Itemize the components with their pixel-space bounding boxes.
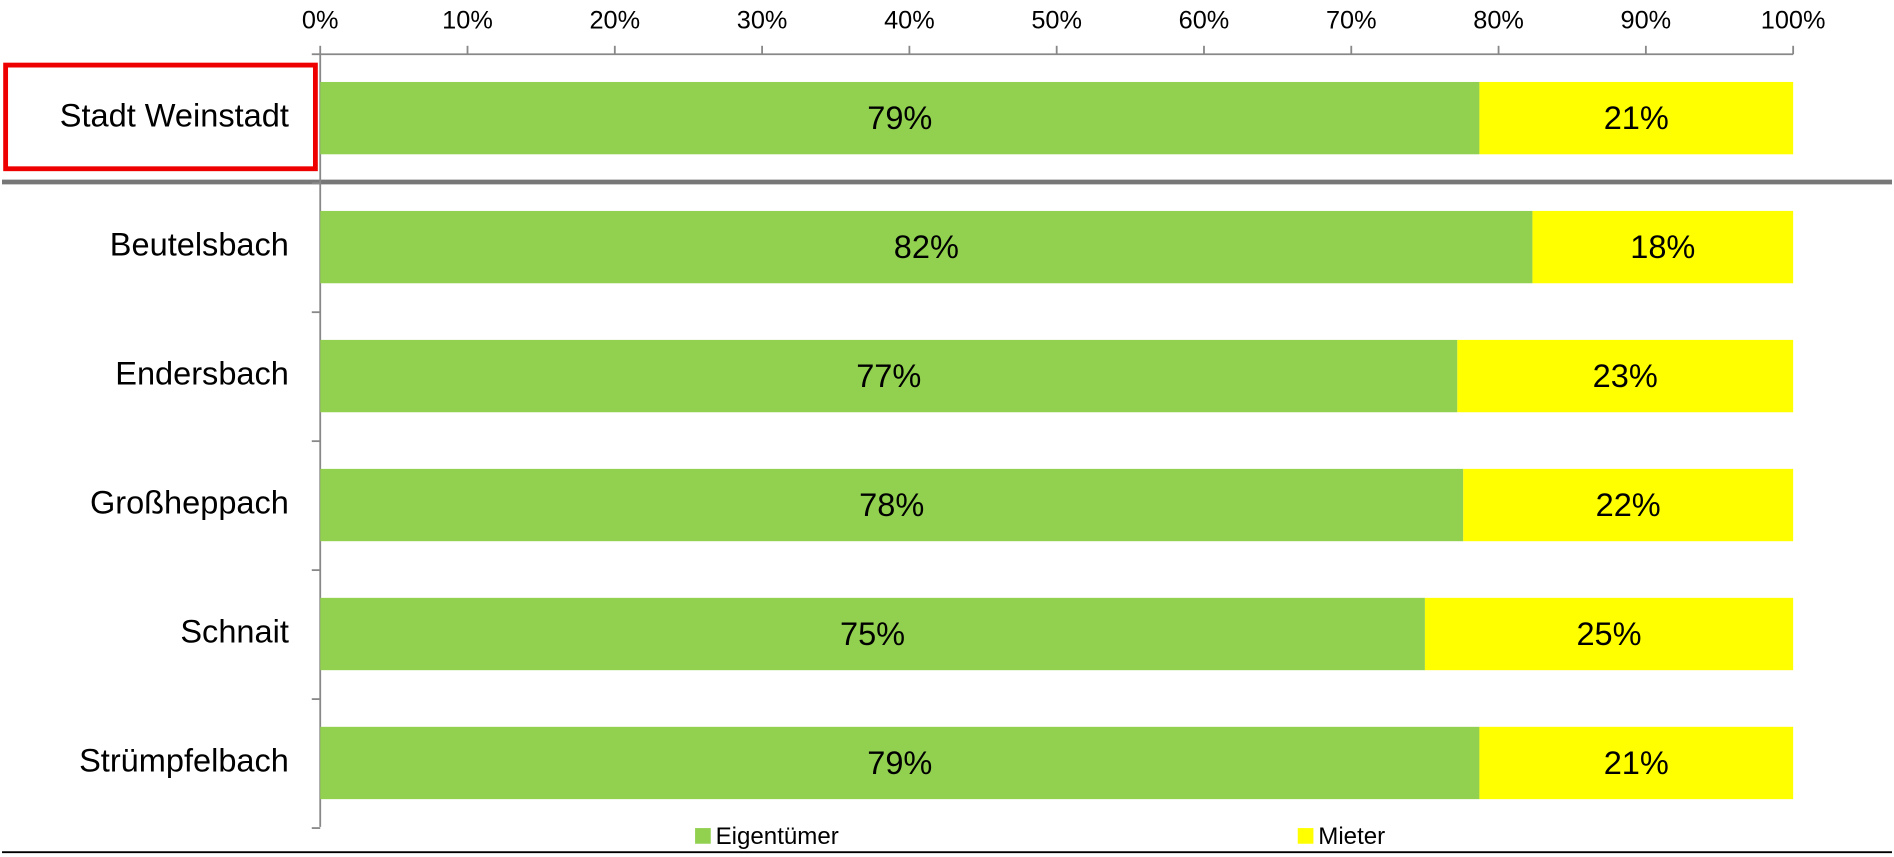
bar-segment	[1424, 597, 1794, 671]
bar-segment	[320, 726, 1480, 800]
x-tick-label: 80%	[1473, 6, 1524, 34]
bar-segment	[320, 597, 1425, 671]
x-tick-label: 90%	[1621, 6, 1672, 34]
x-tick-label: 20%	[589, 6, 640, 34]
y-tick-label: Stadt Weinstadt	[60, 98, 289, 134]
y-tick-label: Endersbach	[115, 356, 289, 392]
data-label: 25%	[1576, 616, 1641, 652]
bar-segment	[320, 210, 1533, 284]
bar-segment	[320, 339, 1458, 413]
legend-swatch	[1297, 828, 1314, 844]
y-tick-label: Beutelsbach	[110, 227, 289, 263]
data-label: 77%	[856, 358, 921, 394]
y-tick-label: Großheppach	[90, 485, 289, 521]
x-tick-label: 60%	[1179, 6, 1230, 34]
data-label: 21%	[1604, 100, 1669, 136]
bar-segment	[320, 468, 1464, 542]
x-tick-label: 40%	[884, 6, 935, 34]
y-tick-label: Strümpfelbach	[79, 743, 289, 779]
bar-segment	[1479, 726, 1794, 800]
data-label: 75%	[840, 616, 905, 652]
data-label: 82%	[894, 229, 959, 265]
data-label: 18%	[1630, 229, 1695, 265]
data-label: 23%	[1593, 358, 1658, 394]
highlight-box	[3, 62, 318, 172]
bar-segment	[1532, 210, 1794, 284]
legend-label: Mieter	[1318, 823, 1385, 850]
data-label: 22%	[1596, 487, 1661, 523]
bar-segment	[320, 81, 1480, 155]
data-label: 21%	[1604, 745, 1669, 781]
bar-segment	[1463, 468, 1794, 542]
x-tick-label: 70%	[1326, 6, 1377, 34]
x-tick-label: 100%	[1761, 6, 1826, 34]
x-tick-label: 10%	[442, 6, 493, 34]
bar-segment	[1479, 81, 1794, 155]
data-label: 79%	[867, 745, 932, 781]
bar-segment	[1457, 339, 1794, 413]
legend-label: Eigentümer	[716, 823, 839, 850]
data-label: 78%	[859, 487, 924, 523]
legend-swatch	[695, 828, 711, 844]
x-tick-label: 30%	[737, 6, 788, 34]
data-label: 79%	[867, 100, 932, 136]
y-tick-label: Schnait	[180, 614, 289, 650]
x-tick-label: 0%	[302, 6, 339, 34]
x-tick-label: 50%	[1031, 6, 1082, 34]
